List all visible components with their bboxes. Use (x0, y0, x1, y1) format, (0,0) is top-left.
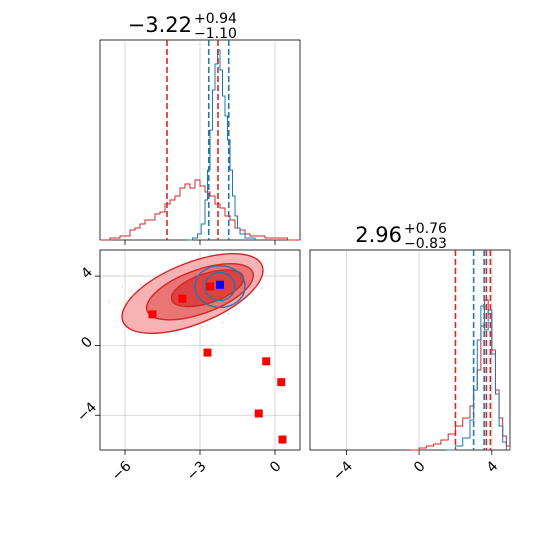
red-square-marker (178, 294, 187, 303)
scatter-xtick-label: −3 (184, 458, 210, 484)
right-xtick-label: 0 (411, 458, 429, 476)
right-frame (309, 249, 511, 451)
sample-dot (138, 282, 141, 285)
sample-dot (140, 284, 142, 287)
sample-dot (261, 287, 263, 290)
top-histogram-panel: −3.22 +0.94−1.10 (99, 11, 301, 245)
red-square-marker (148, 310, 157, 319)
red-square-marker (254, 409, 263, 418)
top-title-sup: +0.94 (194, 11, 237, 27)
right-title-sub: −0.83 (404, 236, 447, 252)
scatter-xtick-label: −6 (109, 458, 135, 484)
contour-level-3 (194, 264, 246, 309)
right-xtick-label: 4 (484, 458, 502, 476)
red-square-marker (278, 435, 287, 444)
scatter-plot-area (108, 252, 287, 444)
sample-dot (201, 325, 204, 328)
red-square-marker (277, 378, 286, 387)
top-series-1-step-line (187, 49, 256, 241)
top-series-0-step-line (100, 179, 300, 241)
red-square-marker (203, 348, 212, 357)
scatter-xtick-label: 0 (267, 458, 285, 476)
sample-dot (221, 321, 224, 324)
sample-dot (121, 286, 123, 289)
red-square-marker (262, 357, 271, 366)
right-title-value: 2.96 (355, 223, 402, 247)
scatter-ytick-label: 4 (78, 264, 96, 282)
contour-level-4 (204, 271, 236, 302)
right-title-sup: +0.76 (404, 221, 447, 237)
sample-dot (130, 289, 133, 292)
red-square-marker (206, 282, 214, 291)
sample-dot (108, 300, 110, 303)
top-title-sub: −1.10 (194, 26, 237, 42)
sample-dot (227, 312, 230, 315)
top-title-value: −3.22 (128, 13, 192, 37)
right-histogram-panel: 2.96 +0.76−0.83 −4 0 4 (309, 221, 511, 484)
scatter-ytick-label: −4 (74, 399, 100, 425)
right-xtick-label: −4 (330, 458, 356, 484)
scatter-ytick-label: 0 (78, 334, 96, 352)
scatter-panel: −6 −3 0 −4 0 4 (74, 249, 301, 484)
blue-square-marker (216, 280, 224, 289)
